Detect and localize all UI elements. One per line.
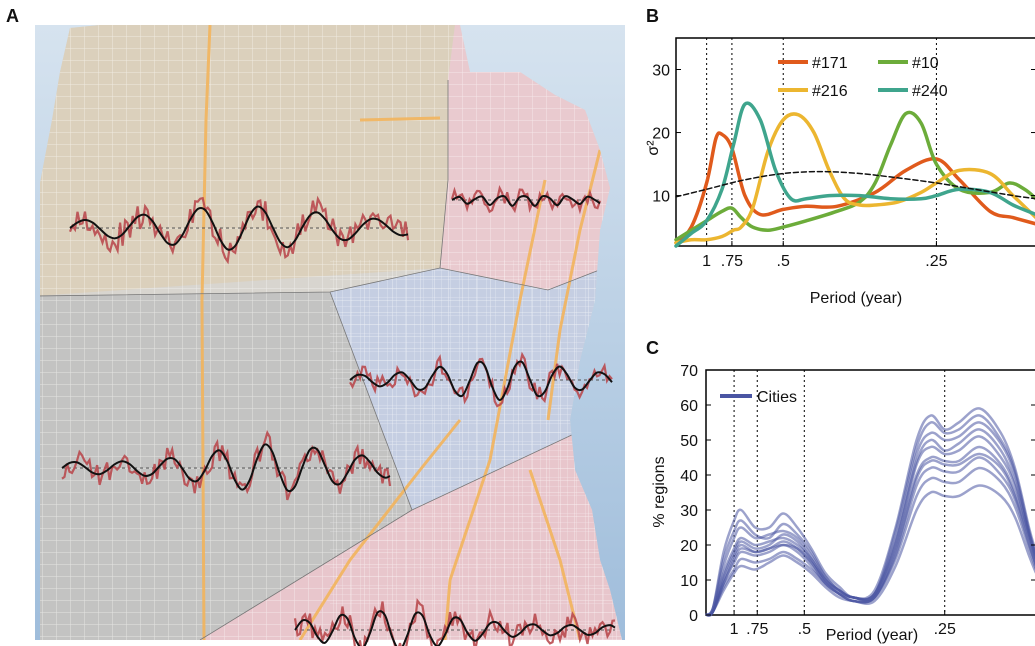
panel-c-city-line: [705, 445, 1035, 617]
map-signal-raw: [293, 597, 616, 646]
panel-b-chart: 10 20 30 1 .75 .5 .25 #171 #10 #216 #240 Period …: [645, 37, 1035, 307]
map-signal-smoothed: [61, 443, 391, 493]
panel-c-xtick-label: .5: [798, 621, 811, 638]
panel-c-xtick-label: .25: [934, 621, 956, 638]
panel-c-x-ticks: 1 .75 .5 .25: [730, 610, 956, 638]
panel-c-label: C: [646, 338, 659, 358]
panel-b-series: [674, 101, 1035, 248]
panel-c-city-line: [705, 452, 1035, 617]
panel-c-frame: [705, 369, 1035, 616]
panel-c-legend-label: Cities: [757, 389, 797, 406]
panel-b-xtick-label: .25: [925, 253, 947, 270]
panel-c-series: [705, 407, 1035, 617]
panel-b-legend-label: #240: [912, 83, 948, 100]
panel-b-ytick-label: 10: [652, 189, 670, 206]
panel-c-ylabel: % regions: [651, 456, 668, 527]
panel-b-label: B: [646, 6, 659, 26]
panel-b-xtick-label: .5: [777, 253, 790, 270]
map-signal-smoothed: [69, 205, 409, 251]
panel-b-ytick-label: 20: [652, 126, 670, 143]
map-panel: [35, 25, 625, 646]
panel-b-y-ticks: 10 20 30: [652, 63, 1035, 206]
panel-c-ytick-label: 0: [689, 608, 698, 625]
panel-b-legend-label: #171: [812, 55, 848, 72]
panel-b-xtick-label: 1: [702, 253, 711, 270]
panel-c-city-line: [705, 435, 1035, 617]
panel-c-chart: 0 10 20 30 40 50 60 70 1 .75 .5 .25 Cities Period …: [651, 363, 1035, 644]
panel-c-y-ticks: 0 10 20 30 40 50 60 70: [680, 363, 1035, 625]
panel-b-legend: #171 #10 #216 #240: [778, 55, 948, 100]
panel-c-city-line: [705, 421, 1035, 617]
panel-c-city-line: [705, 456, 1035, 617]
panel-b-xlabel: Period (year): [810, 290, 902, 307]
map-signal-raw: [450, 185, 602, 215]
panel-c-xlabel: Period (year): [826, 627, 918, 644]
panel-b-xtick-label: .75: [721, 253, 743, 270]
panel-b-line-240: [674, 101, 1035, 248]
panel-c-city-line: [705, 484, 1035, 617]
panel-b-line-10: [674, 110, 1035, 242]
panel-c-city-line: [705, 414, 1035, 617]
panel-c-ytick-label: 30: [680, 503, 698, 520]
panel-b-ytick-label: 30: [652, 63, 670, 80]
map-signals: [61, 185, 616, 646]
panel-b-line-216: [674, 112, 1035, 245]
panel-c-ytick-label: 40: [680, 468, 698, 485]
map-signal-smoothed: [349, 360, 613, 401]
panel-c-xtick-label: 1: [730, 621, 739, 638]
panel-c-city-line: [705, 428, 1035, 617]
panel-b-x-ticks: 1 .75 .5 .25: [702, 241, 948, 270]
panel-c-ytick-label: 50: [680, 433, 698, 450]
panel-c-gridlines: [733, 370, 946, 615]
panel-c-legend: Cities: [720, 389, 797, 406]
panel-b-frame: [675, 37, 1035, 247]
panel-b-line-baseline: [675, 170, 1035, 200]
map-signal-smoothed: [451, 194, 601, 207]
panel-b-line-171: [674, 131, 1035, 245]
panel-c-city-line: [705, 466, 1035, 617]
panel-c-ytick-label: 20: [680, 538, 698, 555]
panel-c-ytick-label: 10: [680, 573, 698, 590]
panel-b-ylabel: σ²: [645, 140, 662, 156]
panel-b-legend-label: #216: [812, 83, 848, 100]
panel-c-ytick-label: 60: [680, 398, 698, 415]
panel-b-legend-label: #10: [912, 55, 939, 72]
map-signal-raw: [349, 351, 613, 408]
panel-c-ytick-label: 70: [680, 363, 698, 380]
map-signal-smoothed: [294, 610, 616, 646]
panel-c-xtick-label: .75: [746, 621, 768, 638]
panel-a-label: A: [6, 6, 19, 26]
